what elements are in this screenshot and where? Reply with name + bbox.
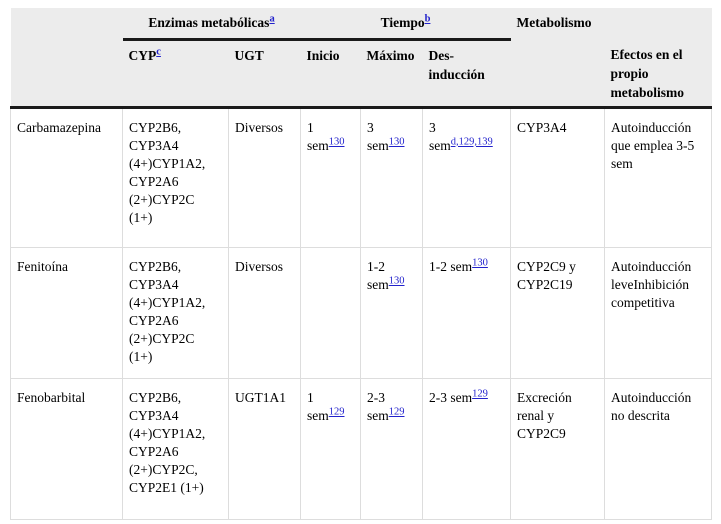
header-ugt: UGT: [228, 39, 301, 109]
cell-drug-name: Fenobarbital: [10, 378, 123, 520]
drug-column-header-empty: [10, 8, 123, 109]
header-desinduccion: Des-inducción: [422, 39, 511, 109]
footnote-link-a[interactable]: a: [269, 13, 275, 25]
drug-metabolism-table: Enzimas metabólicasa Tiempob Metabolismo…: [10, 8, 713, 520]
inicio-value: 1 sem: [307, 120, 329, 153]
cell-maximo: 1-2 sem130: [360, 247, 423, 379]
header-column-row: CYPc UGT Inicio Máximo Des-inducción Efe…: [11, 39, 712, 109]
cell-metabolismo: Excreción renal y CYP2C9: [510, 378, 606, 520]
table-row-carbamazepina: Carbamazepina CYP2B6, CYP3A4 (4+)CYP1A2,…: [10, 107, 713, 248]
header-maximo: Máximo: [360, 39, 423, 109]
cell-inicio: [300, 247, 361, 379]
reference-link[interactable]: 130: [388, 136, 405, 148]
desinduccion-value: 3 sem: [429, 120, 451, 153]
cell-desinduccion: 3 semd,129,139: [421, 107, 512, 248]
reference-link[interactable]: 130: [388, 275, 405, 287]
header-enzimas-metabolicas: Enzimas metabólicasa: [122, 8, 301, 41]
cell-efectos: Autoinducción que emplea 3-5 sem: [604, 107, 713, 248]
reference-link[interactable]: 129: [328, 406, 345, 418]
table-row-fenobarbital: Fenobarbital CYP2B6, CYP3A4 (4+)CYP1A2, …: [10, 378, 713, 520]
cell-cyp: CYP2B6, CYP3A4 (4+)CYP1A2, CYP2A6 (2+)CY…: [122, 378, 229, 520]
maximo-value: 2-3 sem: [367, 390, 389, 423]
reference-link[interactable]: 129: [388, 406, 405, 418]
header-metabolismo: Metabolismo: [510, 8, 605, 109]
cell-metabolismo: CYP2C9 y CYP2C19: [510, 247, 606, 379]
reference-link[interactable]: 130: [328, 136, 345, 148]
cell-maximo: 2-3 sem129: [360, 378, 423, 520]
table-header: Enzimas metabólicasa Tiempob Metabolismo…: [10, 8, 712, 109]
header-inicio: Inicio: [300, 39, 361, 109]
cell-ugt: Diversos: [228, 107, 301, 248]
footnote-link-b[interactable]: b: [424, 13, 431, 25]
reference-link[interactable]: d,129,139: [450, 136, 493, 148]
table-body: Carbamazepina CYP2B6, CYP3A4 (4+)CYP1A2,…: [10, 107, 713, 520]
header-enzimas-label: Enzimas metabólicas: [148, 15, 270, 30]
reference-link[interactable]: 129: [472, 388, 488, 400]
header-tiempo: Tiempob: [300, 8, 511, 41]
cell-efectos: Autoinducción no descrita: [604, 378, 713, 520]
cell-cyp: CYP2B6, CYP3A4 (4+)CYP1A2, CYP2A6 (2+)CY…: [122, 107, 229, 248]
header-cyp-label: CYP: [128, 48, 157, 63]
desinduccion-value: 1-2 sem: [429, 259, 473, 274]
header-efectos-spacer: [604, 8, 712, 40]
header-tiempo-label: Tiempo: [380, 15, 425, 30]
cell-ugt: Diversos: [228, 247, 301, 379]
cell-inicio: 1 sem129: [300, 378, 361, 520]
cell-drug-name: Fenitoína: [10, 247, 123, 379]
cell-desinduccion: 1-2 sem130: [421, 247, 512, 379]
cell-maximo: 3 sem130: [360, 107, 423, 248]
header-group-row: Enzimas metabólicasa Tiempob Metabolismo: [10, 8, 712, 109]
cell-metabolismo: CYP3A4: [510, 107, 606, 248]
cell-cyp: CYP2B6, CYP3A4 (4+)CYP1A2, CYP2A6 (2+)CY…: [122, 247, 229, 379]
maximo-value: 3 sem: [367, 120, 389, 153]
cell-drug-name: Carbamazepina: [10, 107, 123, 248]
reference-link[interactable]: 130: [472, 257, 488, 269]
desinduccion-value: 2-3 sem: [429, 390, 473, 405]
maximo-value: 1-2 sem: [367, 259, 389, 292]
table-row-fenitoina: Fenitoína CYP2B6, CYP3A4 (4+)CYP1A2, CYP…: [10, 247, 713, 379]
inicio-value: 1 sem: [307, 390, 329, 423]
cell-desinduccion: 2-3 sem129: [421, 378, 512, 520]
header-efectos: Efectos en el propio metabolismo: [604, 39, 712, 109]
footnote-link-c[interactable]: c: [156, 46, 161, 58]
header-cyp: CYPc: [122, 39, 229, 109]
cell-ugt: UGT1A1: [228, 378, 301, 520]
cell-efectos: Autoinducción leveInhibición competitiva: [604, 247, 713, 379]
cell-inicio: 1 sem130: [300, 107, 361, 248]
